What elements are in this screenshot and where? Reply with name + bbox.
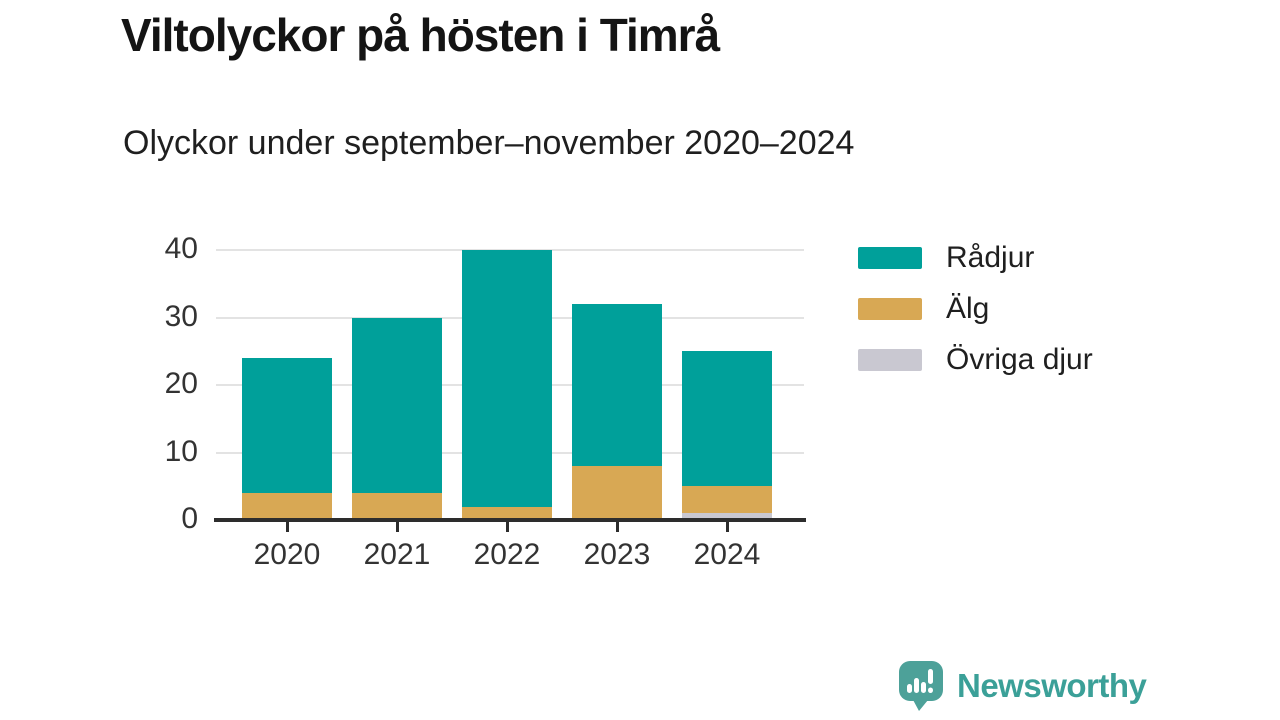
- y-tick-label: 20: [164, 367, 198, 400]
- newsworthy-logo-text: Newsworthy: [957, 667, 1147, 704]
- bar-segment: [682, 486, 772, 513]
- legend-item: Rådjur: [858, 240, 1093, 276]
- chart-subtitle: Olyckor under september–november 2020–20…: [123, 124, 855, 162]
- bar-segment: [462, 507, 552, 520]
- y-tick-label: 30: [164, 300, 198, 333]
- bar-segment: [572, 304, 662, 466]
- legend: Rådjur Älg Övriga djur: [858, 240, 1093, 378]
- legend-swatch: [858, 298, 922, 320]
- bar-segment: [682, 351, 772, 486]
- legend-item: Övriga djur: [858, 342, 1093, 378]
- legend-swatch: [858, 349, 922, 371]
- y-tick-label: 40: [164, 232, 198, 265]
- bar-segment: [352, 493, 442, 520]
- bar-segment: [682, 513, 772, 520]
- x-tick: [396, 522, 399, 532]
- x-tick: [726, 522, 729, 532]
- x-tick: [506, 522, 509, 532]
- x-axis-line: [214, 518, 806, 522]
- legend-label: Rådjur: [946, 241, 1035, 274]
- y-tick-label: 0: [181, 502, 198, 535]
- x-tick-label: 2020: [253, 538, 321, 571]
- legend-label: Övriga djur: [946, 343, 1093, 376]
- bar-segment: [242, 493, 332, 520]
- bar-segment: [352, 318, 442, 493]
- chart-title: Viltolyckor på hösten i Timrå: [121, 9, 720, 61]
- bar-segment: [572, 466, 662, 520]
- newsworthy-logo-icon: [899, 661, 943, 711]
- legend-label: Älg: [946, 292, 990, 325]
- bar-segment: [242, 358, 332, 493]
- x-tick: [286, 522, 289, 532]
- x-tick: [616, 522, 619, 532]
- x-tick-label: 2024: [693, 538, 761, 571]
- x-tick-label: 2021: [363, 538, 431, 571]
- legend-swatch: [858, 247, 922, 269]
- x-tick-label: 2023: [583, 538, 651, 571]
- legend-item: Älg: [858, 291, 1093, 327]
- newsworthy-logo: Newsworthy: [897, 660, 1147, 712]
- bar-segment: [462, 250, 552, 507]
- y-tick-label: 10: [164, 435, 198, 468]
- x-tick-label: 2022: [473, 538, 541, 571]
